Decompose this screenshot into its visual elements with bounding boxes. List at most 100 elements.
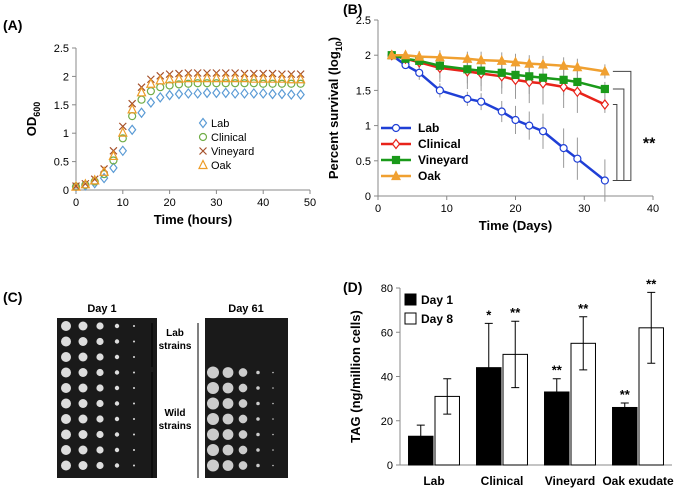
colony (78, 321, 88, 331)
marker (277, 88, 287, 100)
marker (600, 176, 609, 185)
marker (231, 79, 240, 88)
marker (183, 72, 194, 83)
marker (117, 126, 128, 137)
day-label: Day 61 (228, 303, 263, 315)
marker (277, 79, 287, 88)
legend-label: Vineyard (418, 153, 468, 167)
marker (538, 127, 548, 136)
marker (165, 81, 174, 90)
y-tick-label: 40 (381, 372, 393, 384)
colony (133, 449, 135, 451)
y-tick-label: 1 (365, 121, 371, 133)
colony (222, 460, 234, 471)
colony (114, 323, 120, 329)
colony (272, 464, 274, 467)
marker (230, 87, 240, 99)
colony (207, 444, 219, 456)
marker (258, 87, 268, 99)
colony (114, 416, 120, 422)
legend-label: Clinical (418, 137, 461, 151)
x-tick-label: 50 (304, 197, 316, 209)
colony (238, 399, 248, 408)
colony (61, 429, 71, 440)
marker (538, 58, 548, 69)
marker (524, 57, 535, 68)
colony (96, 353, 104, 361)
y-axis-title-part: ) (326, 37, 341, 41)
marker (155, 74, 166, 85)
marker (573, 77, 582, 87)
y-tick-label: 0.5 (54, 157, 69, 169)
group-label: strains (159, 421, 192, 432)
panel-label: (C) (3, 289, 22, 305)
marker (511, 70, 520, 80)
marker (220, 72, 231, 83)
marker (80, 178, 91, 189)
marker (463, 94, 472, 103)
colony (207, 413, 219, 425)
error-bar (579, 316, 588, 371)
group-label: Lab (166, 328, 184, 339)
colony (222, 444, 234, 456)
marker (463, 65, 472, 74)
significance-label: ** (578, 301, 589, 316)
colony (114, 463, 120, 468)
marker (240, 87, 249, 99)
marker (268, 79, 277, 88)
significance-bracket (612, 88, 625, 182)
colony (238, 461, 248, 470)
y-axis-title-part: Percent survival (log (326, 51, 341, 179)
significance-label: ** (646, 276, 657, 291)
marker (118, 145, 128, 157)
colony (272, 433, 274, 436)
x-tick-label: 0 (73, 197, 79, 209)
marker (538, 73, 548, 82)
marker (173, 72, 184, 83)
colony (96, 399, 104, 408)
marker (296, 79, 305, 88)
marker (71, 181, 81, 193)
marker (240, 79, 249, 88)
marker (434, 51, 445, 62)
significance-label: ** (620, 387, 631, 402)
colony (78, 445, 88, 455)
colony (272, 418, 274, 420)
colony (207, 428, 219, 441)
colony (61, 398, 71, 409)
marker (109, 162, 118, 174)
marker (497, 68, 506, 77)
marker (118, 122, 127, 131)
legend-label: Oak (211, 160, 232, 172)
colony (238, 414, 248, 424)
colony (78, 368, 88, 377)
marker (573, 86, 582, 98)
colony (114, 432, 120, 437)
colony (96, 415, 104, 423)
annotation: ** (643, 135, 656, 152)
colony (238, 383, 248, 393)
significance-label: * (486, 307, 492, 322)
colony (256, 386, 260, 390)
colony (207, 366, 219, 379)
legend-label: Day 8 (421, 312, 453, 326)
colony (272, 371, 274, 374)
colony (222, 382, 234, 394)
colony (78, 352, 88, 362)
colony (61, 445, 71, 455)
marker (72, 182, 80, 190)
marker (230, 72, 241, 83)
x-tick-label: 40 (647, 203, 659, 215)
marker (496, 54, 507, 65)
x-tick-label: 20 (509, 203, 521, 215)
marker (296, 89, 305, 101)
marker (559, 81, 568, 93)
marker (510, 56, 521, 67)
y-tick-label: 2 (63, 71, 69, 83)
marker (573, 154, 582, 163)
colony (78, 414, 88, 424)
bar (638, 327, 664, 466)
colony (78, 430, 88, 439)
colony (256, 370, 260, 375)
